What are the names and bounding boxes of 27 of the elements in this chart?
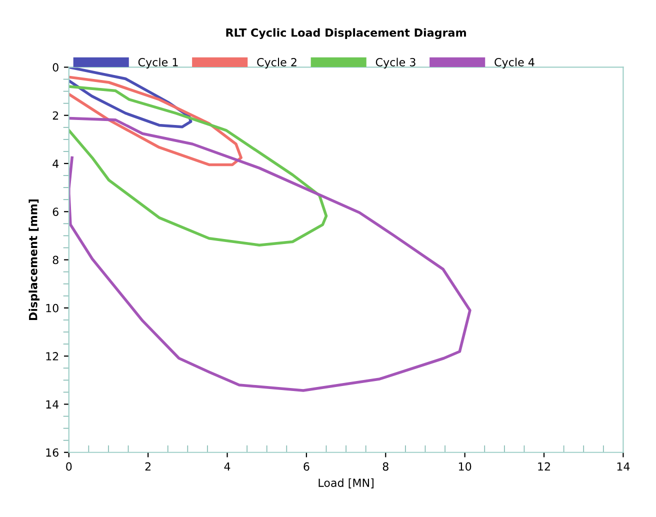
text: Cycle 4 — [494, 58, 534, 69]
x-tick-label: 2 — [145, 462, 150, 471]
x-tick-label: 6 — [304, 462, 310, 471]
y-tick-label: 0 — [52, 63, 58, 72]
x-tick-label: 10 — [458, 462, 472, 471]
x-tick-label: 8 — [382, 462, 388, 471]
line-series — [68, 85, 328, 246]
y-tick-label: 8 — [52, 256, 58, 264]
x-tick-label: 12 — [538, 462, 550, 471]
x-tick-label: 0 — [66, 462, 72, 471]
y-tick-label: 12 — [46, 352, 58, 360]
x-tick-label: 14 — [617, 462, 630, 471]
chart-title: RLT Cyclic Load Displacement Diagram — [226, 28, 466, 40]
x-tick-label: 4 — [224, 462, 230, 471]
line-series — [68, 76, 243, 166]
text: Cycle 3 — [376, 58, 416, 69]
y-tick-label: 10 — [46, 304, 58, 312]
series-label: Cycle 1 — [138, 58, 178, 69]
y-tick-label: 14 — [46, 400, 59, 408]
x-axis-title: Load [MN] — [318, 478, 374, 488]
y-tick-label: 4 — [52, 160, 59, 168]
line-series — [68, 116, 472, 392]
y-axis-title: Displacement [mm] — [28, 199, 40, 320]
y-tick-label: 6 — [52, 208, 58, 216]
text: Cycle 2 — [257, 58, 296, 69]
y-tick-label: 2 — [52, 111, 58, 120]
y-tick-label: 16 — [46, 448, 58, 457]
